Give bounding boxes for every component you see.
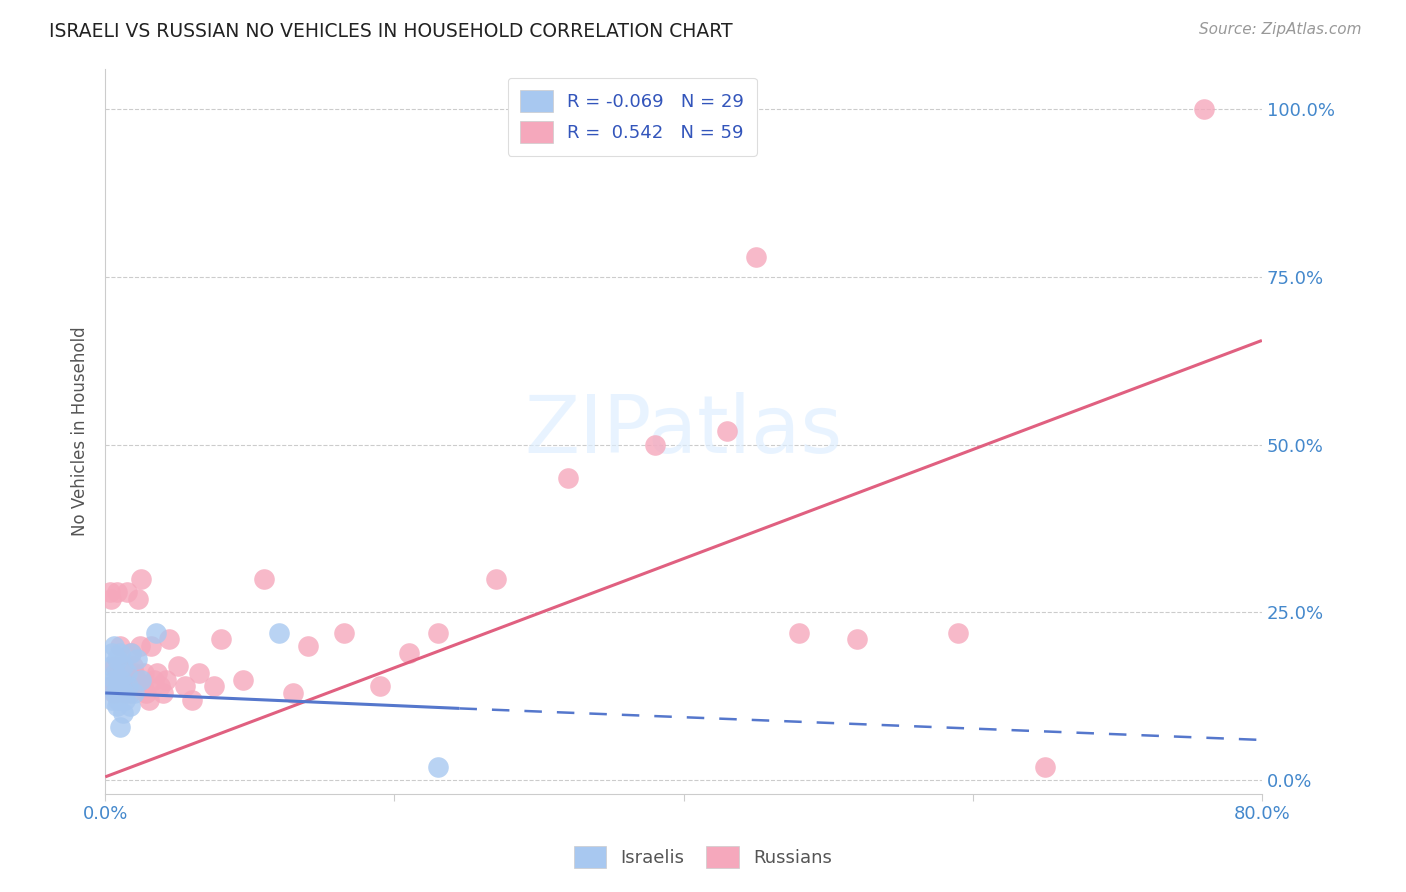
Point — [107, 665, 129, 680]
Point — [103, 639, 125, 653]
Point — [110, 679, 132, 693]
Point — [267, 625, 290, 640]
Point — [125, 652, 148, 666]
Point — [426, 625, 449, 640]
Point — [129, 639, 152, 653]
Point — [105, 585, 128, 599]
Point — [107, 692, 129, 706]
Point — [209, 632, 232, 647]
Y-axis label: No Vehicles in Household: No Vehicles in Household — [72, 326, 89, 536]
Point — [253, 572, 276, 586]
Point — [103, 673, 125, 687]
Point — [120, 646, 142, 660]
Point — [110, 673, 132, 687]
Point — [297, 639, 319, 653]
Point — [181, 692, 204, 706]
Point — [100, 659, 122, 673]
Text: ISRAELI VS RUSSIAN NO VEHICLES IN HOUSEHOLD CORRELATION CHART: ISRAELI VS RUSSIAN NO VEHICLES IN HOUSEH… — [49, 22, 733, 41]
Point — [166, 659, 188, 673]
Point — [108, 639, 131, 653]
Point — [426, 760, 449, 774]
Point — [104, 686, 127, 700]
Point — [115, 585, 138, 599]
Point — [115, 665, 138, 680]
Legend: Israelis, Russians: Israelis, Russians — [562, 835, 844, 879]
Point — [108, 646, 131, 660]
Point — [104, 659, 127, 673]
Point — [101, 646, 124, 660]
Point — [131, 572, 153, 586]
Point — [122, 665, 145, 680]
Point — [121, 659, 143, 673]
Point — [100, 591, 122, 606]
Point — [120, 646, 142, 660]
Point — [368, 679, 391, 693]
Point — [111, 706, 134, 720]
Point — [202, 679, 225, 693]
Point — [125, 673, 148, 687]
Point — [111, 659, 134, 673]
Point — [127, 591, 149, 606]
Point — [132, 679, 155, 693]
Point — [135, 686, 157, 700]
Point — [716, 424, 738, 438]
Point — [105, 699, 128, 714]
Point — [118, 686, 141, 700]
Point — [157, 632, 180, 647]
Point — [98, 679, 121, 693]
Point — [131, 673, 153, 687]
Point — [283, 686, 305, 700]
Point — [118, 699, 141, 714]
Point — [114, 686, 136, 700]
Point — [122, 686, 145, 700]
Point — [107, 679, 129, 693]
Point — [124, 679, 146, 693]
Point — [143, 673, 166, 687]
Point — [948, 625, 970, 640]
Point — [108, 673, 131, 687]
Point — [117, 673, 139, 687]
Point — [101, 679, 124, 693]
Point — [105, 652, 128, 666]
Point — [103, 686, 125, 700]
Point — [98, 585, 121, 599]
Point — [146, 665, 169, 680]
Point — [846, 632, 869, 647]
Point — [141, 639, 163, 653]
Legend: R = -0.069   N = 29, R =  0.542   N = 59: R = -0.069 N = 29, R = 0.542 N = 59 — [508, 78, 756, 156]
Point — [232, 673, 254, 687]
Text: ZIPatlas: ZIPatlas — [524, 392, 842, 470]
Point — [145, 625, 167, 640]
Text: Source: ZipAtlas.com: Source: ZipAtlas.com — [1198, 22, 1361, 37]
Point — [1192, 102, 1215, 116]
Point — [138, 692, 160, 706]
Point — [333, 625, 356, 640]
Point — [745, 250, 768, 264]
Point — [114, 692, 136, 706]
Point — [398, 646, 420, 660]
Point — [557, 471, 579, 485]
Point — [152, 686, 174, 700]
Point — [149, 679, 172, 693]
Point — [1033, 760, 1056, 774]
Point — [104, 665, 127, 680]
Point — [787, 625, 810, 640]
Point — [117, 679, 139, 693]
Point — [112, 686, 135, 700]
Point — [111, 659, 134, 673]
Point — [108, 719, 131, 733]
Point — [101, 692, 124, 706]
Point — [112, 665, 135, 680]
Point — [188, 665, 211, 680]
Point — [644, 437, 666, 451]
Point — [173, 679, 195, 693]
Point — [155, 673, 177, 687]
Point — [484, 572, 506, 586]
Point — [134, 665, 156, 680]
